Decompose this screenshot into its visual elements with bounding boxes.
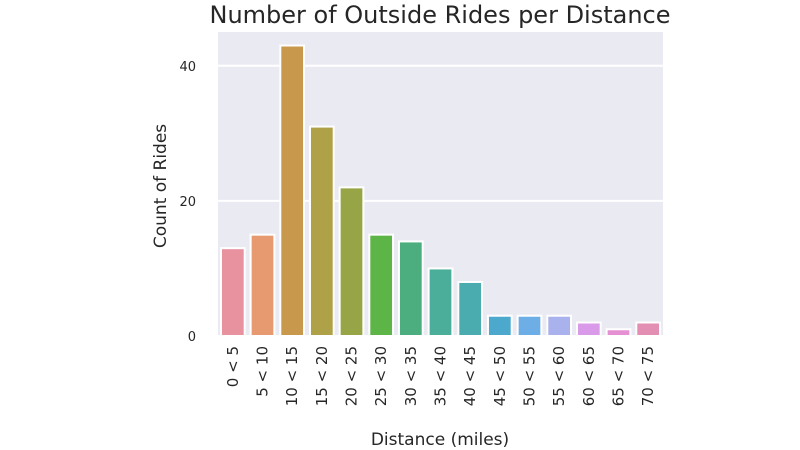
x-tick-labels: 0 < 5 5 < 10 10 < 15 15 < 20 20 < 25 25 < 30 3…	[224, 346, 657, 406]
x-axis-label: Distance (miles)	[371, 430, 509, 450]
bar	[575, 321, 602, 338]
bar	[279, 44, 306, 338]
bar	[486, 314, 513, 338]
x-tick-label: 60 < 65	[580, 346, 598, 406]
x-tick-label: 35 < 40	[432, 346, 450, 406]
x-tick-label: 50 < 55	[521, 346, 539, 406]
x-tick-label: 55 < 60	[550, 346, 568, 406]
x-tick-label: 70 < 75	[639, 346, 657, 406]
y-tick-label: 0	[188, 330, 196, 345]
x-tick-label: 30 < 35	[402, 346, 420, 406]
y-tick-labels: 0 20 40	[179, 60, 196, 345]
chart-title: Number of Outside Rides per Distance	[209, 1, 670, 29]
y-tick-label: 40	[179, 60, 196, 75]
bar	[605, 328, 632, 338]
bars	[219, 44, 662, 338]
x-tick-label: 10 < 15	[283, 346, 301, 406]
x-tick-label: 40 < 45	[461, 346, 479, 406]
bar	[249, 233, 276, 338]
bar	[427, 267, 454, 338]
x-tick-label: 25 < 30	[372, 346, 390, 406]
bar	[635, 321, 662, 338]
x-tick-label: 5 < 10	[254, 346, 272, 397]
x-tick-label: 45 < 50	[491, 346, 509, 406]
bar	[338, 186, 365, 337]
y-tick-label: 20	[179, 195, 196, 210]
bar	[219, 247, 246, 337]
bar	[457, 280, 484, 338]
x-tick-label: 0 < 5	[224, 346, 242, 387]
bar	[516, 314, 543, 338]
y-axis-label: Count of Rides	[151, 124, 171, 248]
bar	[368, 233, 395, 338]
bar	[546, 314, 573, 338]
x-tick-label: 15 < 20	[313, 346, 331, 406]
x-tick-label: 20 < 25	[343, 346, 361, 406]
bar	[308, 125, 335, 337]
bar	[397, 240, 424, 337]
x-tick-label: 65 < 70	[610, 346, 628, 406]
